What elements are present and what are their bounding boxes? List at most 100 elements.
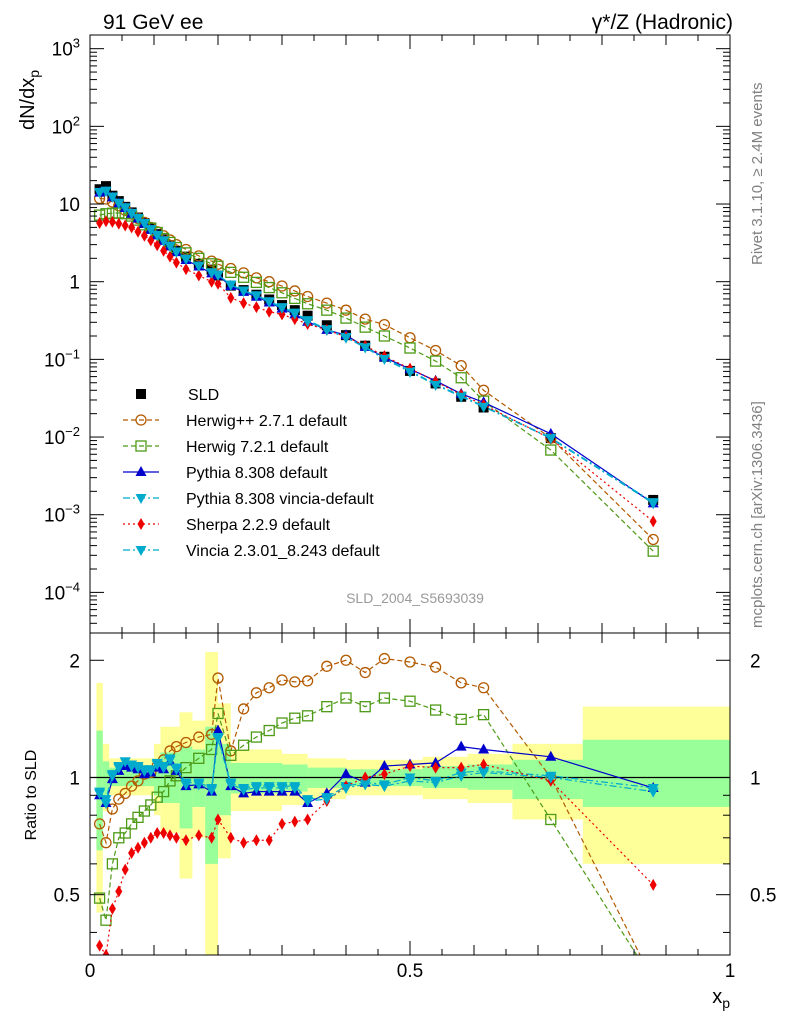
ratio-series-1-point-10 <box>157 785 170 798</box>
main-series-6-point-3 <box>113 199 125 210</box>
ratio-series-5-point-32 <box>545 773 557 784</box>
main-series-2-point-18 <box>237 271 250 283</box>
mcplots-note: mcplots.cern.ch [arXiv:1306.3436] <box>749 401 766 628</box>
ratio-series-1-point-4 <box>119 827 131 839</box>
main-series-6-point-29 <box>430 380 442 391</box>
ratio-series-4-point-8 <box>147 831 155 844</box>
ratio-series-1-point-26 <box>359 701 371 713</box>
main-series-4 <box>94 186 659 509</box>
main-series-5-point-12 <box>172 256 180 269</box>
main-series-5-point-7 <box>140 229 148 242</box>
legend-label-6: Vincia 2.3.01_8.243 default <box>186 543 380 560</box>
main-series-0 <box>94 181 659 505</box>
ratio-series-4-point-14 <box>195 829 203 842</box>
ratio-series-5-point-18 <box>238 785 250 796</box>
ratio-series-1-point-27 <box>378 692 391 704</box>
ratio-series-4-point-10 <box>160 827 168 840</box>
ratio-series-0-line <box>99 657 641 955</box>
legend-marker-1 <box>135 414 147 426</box>
legend-entry-0: SLD <box>136 387 219 404</box>
main-series-5 <box>96 215 657 528</box>
ratio-series-5-point-24 <box>321 795 333 806</box>
main-series-5-point-14 <box>195 269 203 282</box>
ratio-series-4-point-33 <box>649 878 657 891</box>
ratio-series-1-point-17 <box>225 749 237 761</box>
main-series-6-point-5 <box>126 209 138 220</box>
main-series-1-point-20 <box>263 276 275 288</box>
main-series-3 <box>94 185 659 508</box>
legend-entry-2: Herwig 7.2.1 default <box>123 439 329 456</box>
ratio-series-1-point-23 <box>301 710 314 722</box>
main-series-6-point-19 <box>250 291 262 302</box>
main-series-1-point-23 <box>301 290 314 303</box>
main-y-tick-label-3: 1 <box>69 273 80 294</box>
ratio-series-1-point-21 <box>276 717 288 729</box>
legend-entry-3: Pythia 8.308 default <box>123 465 328 482</box>
ratio-plot-area <box>90 652 730 986</box>
ratio-series-1-point-29 <box>429 704 442 716</box>
main-series-6-point-33 <box>647 499 659 510</box>
main-series-2-point-33 <box>647 545 659 557</box>
main-series-1-point-21 <box>276 280 288 292</box>
ratio-series-5-point-30 <box>455 771 467 782</box>
ratio-series-5-point-13 <box>180 780 192 791</box>
ratio-band-1-bin-16 <box>582 739 730 807</box>
ratio-series-4-point-1 <box>102 949 110 955</box>
ratio-y-tick-label-right-2: 2 <box>750 651 761 672</box>
ratio-series-5-point-9 <box>151 760 163 771</box>
ratio-series-0-point-28 <box>404 656 416 668</box>
ratio-series-5-point-2 <box>106 771 118 782</box>
ratio-series-0-point-21 <box>276 674 288 686</box>
main-series-2-point-19 <box>250 276 263 289</box>
legend-entry-6: Vincia 2.3.01_8.243 default <box>123 543 380 560</box>
ratio-series-2-point-25 <box>340 768 352 779</box>
ratio-series-5-point-6 <box>132 763 144 774</box>
ratio-series-5-point-1 <box>100 798 112 809</box>
main-series-6-point-0 <box>94 188 106 199</box>
ratio-series-4-point-5 <box>128 846 136 859</box>
ratio-series-4-point-18 <box>240 836 248 849</box>
ratio-series-5-point-12 <box>170 765 182 776</box>
ratio-series-0-point-22 <box>289 676 301 688</box>
main-series-1-point-24 <box>321 297 333 309</box>
main-series-6-point-1 <box>100 187 112 198</box>
ratio-series-4-point-22 <box>291 815 299 828</box>
ratio-series-1-point-20 <box>263 724 275 737</box>
legend-label-1: Herwig++ 2.7.1 default <box>186 413 348 430</box>
main-series-6-point-8 <box>145 225 157 236</box>
ratio-series-0-point-33 <box>648 976 658 986</box>
ratio-series-1-point-13 <box>180 761 192 774</box>
ratio-series-4-point-13 <box>182 834 190 847</box>
ratio-series-0-point-20 <box>263 682 275 694</box>
ratio-series-5-point-21 <box>276 783 288 794</box>
main-series-3-line <box>99 190 654 504</box>
ratio-series-5-point-19 <box>250 783 262 794</box>
ratio-y-tick-label-2: 2 <box>69 651 80 672</box>
main-series-6-point-22 <box>289 309 301 320</box>
ratio-series-5 <box>94 734 659 809</box>
main-series-2-point-22 <box>289 292 301 305</box>
ratio-series-5-point-22 <box>289 783 301 794</box>
main-series-5-point-33 <box>649 515 657 528</box>
ratio-series-0-point-24 <box>321 660 333 672</box>
legend-marker-2 <box>135 440 147 452</box>
x-tick-label-0: 0 <box>85 961 96 982</box>
main-series-5-point-17 <box>227 291 235 304</box>
legend-marker-5 <box>137 518 145 530</box>
ratio-y-tick-label-right-0: 0.5 <box>750 886 776 907</box>
main-series-5-point-15 <box>208 275 216 288</box>
ratio-series-4-point-30 <box>457 761 465 774</box>
legend-entry-5: Sherpa 2.2.9 default <box>123 517 331 534</box>
main-series-2-point-32 <box>545 444 557 456</box>
main-series-1-point-31 <box>477 384 490 396</box>
ratio-series-5-line <box>99 738 654 805</box>
ratio-series-4-line <box>99 763 654 955</box>
ratio-series-5-point-17 <box>225 780 237 791</box>
main-series-6-point-17 <box>225 280 237 291</box>
ratio-series-1 <box>93 692 638 955</box>
ratio-series-5-point-31 <box>478 768 490 779</box>
ratio-series-1-point-6 <box>132 811 144 823</box>
main-series-5-point-8 <box>147 234 155 247</box>
main-series-5-point-20 <box>265 305 273 318</box>
main-series-5-point-2 <box>108 215 116 228</box>
